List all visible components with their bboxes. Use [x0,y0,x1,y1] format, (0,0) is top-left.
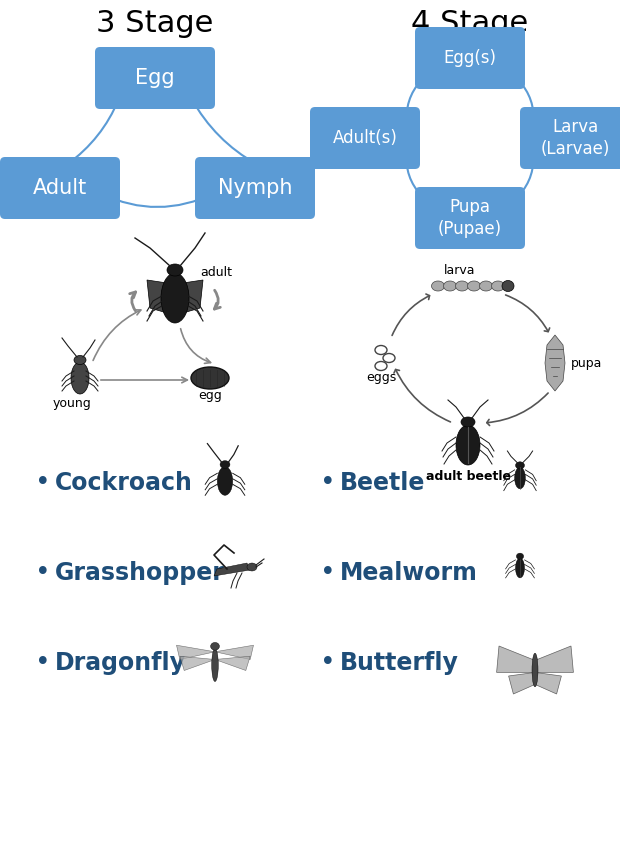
Text: Pupa
(Pupae): Pupa (Pupae) [438,198,502,238]
Ellipse shape [191,367,229,389]
Ellipse shape [492,281,505,291]
Polygon shape [535,646,574,673]
Text: larva: larva [445,264,476,277]
Ellipse shape [456,281,469,291]
FancyBboxPatch shape [415,187,525,249]
FancyBboxPatch shape [0,157,120,219]
Ellipse shape [375,345,387,354]
Text: egg: egg [198,390,222,403]
Polygon shape [545,335,565,391]
Text: •: • [320,470,335,496]
Text: •: • [320,560,335,586]
Polygon shape [183,280,203,313]
Text: Dragonfly: Dragonfly [55,651,186,675]
Polygon shape [535,673,561,694]
Ellipse shape [443,281,456,291]
FancyBboxPatch shape [415,27,525,89]
Ellipse shape [502,280,514,292]
FancyBboxPatch shape [195,157,315,219]
Text: Egg: Egg [135,68,175,88]
Ellipse shape [71,362,89,394]
Text: adult beetle: adult beetle [425,470,510,483]
FancyBboxPatch shape [95,47,215,109]
Text: Beetle: Beetle [340,471,425,495]
Polygon shape [497,646,535,673]
Text: Larva
(Larvae): Larva (Larvae) [540,118,609,158]
Ellipse shape [220,461,230,469]
Ellipse shape [383,353,395,363]
Polygon shape [215,656,250,670]
Polygon shape [214,563,250,576]
Ellipse shape [211,648,218,681]
Ellipse shape [456,425,480,465]
Text: Butterfly: Butterfly [340,651,459,675]
Text: •: • [35,650,51,676]
Ellipse shape [467,281,481,291]
Polygon shape [215,645,254,660]
Text: Grasshopper: Grasshopper [55,561,225,585]
Text: Nymph: Nymph [218,178,292,198]
FancyBboxPatch shape [310,107,420,169]
Ellipse shape [432,281,445,291]
Ellipse shape [515,558,525,578]
Polygon shape [177,645,215,660]
Ellipse shape [161,273,189,323]
Ellipse shape [516,553,524,560]
Ellipse shape [532,654,538,687]
Text: young: young [53,397,91,410]
Text: •: • [35,560,51,586]
Ellipse shape [375,361,387,371]
Ellipse shape [167,264,183,276]
Polygon shape [180,656,215,670]
Ellipse shape [515,467,525,489]
Polygon shape [147,280,167,313]
Text: adult: adult [200,266,232,279]
Ellipse shape [217,467,232,496]
Text: 3 Stage: 3 Stage [96,9,214,37]
Text: •: • [320,650,335,676]
Text: pupa: pupa [571,357,603,370]
Ellipse shape [247,563,257,571]
Polygon shape [508,673,535,694]
Text: Adult(s): Adult(s) [332,129,397,147]
Ellipse shape [74,356,86,365]
Ellipse shape [515,462,525,469]
Text: eggs: eggs [366,372,396,385]
Text: Egg(s): Egg(s) [443,49,497,67]
Ellipse shape [211,642,219,650]
Text: •: • [35,470,51,496]
Text: Cockroach: Cockroach [55,471,193,495]
Ellipse shape [461,417,475,427]
Text: Mealworm: Mealworm [340,561,478,585]
Text: Adult: Adult [33,178,87,198]
FancyBboxPatch shape [520,107,620,169]
Text: 4 Stage: 4 Stage [412,9,529,37]
Ellipse shape [479,281,492,291]
